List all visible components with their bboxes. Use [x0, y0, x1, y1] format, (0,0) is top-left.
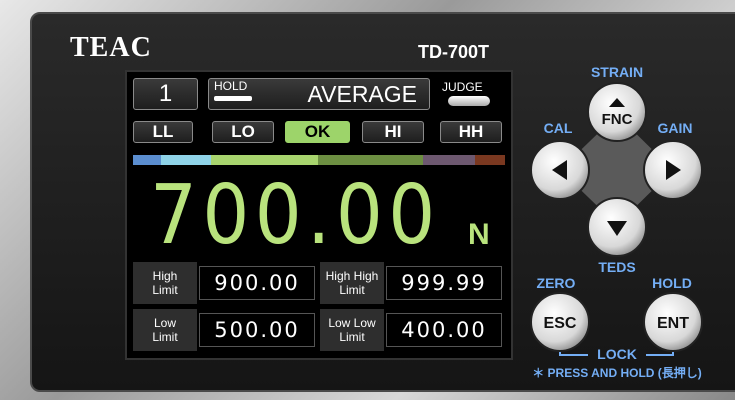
- key-caption: GAIN: [658, 120, 693, 136]
- limit-label-line: Low Low: [328, 316, 376, 330]
- key-caption: CAL: [544, 120, 573, 136]
- mode: AVERAGE: [307, 80, 418, 107]
- hold-bar: [214, 96, 252, 101]
- judgment: HH: [440, 121, 502, 143]
- key-fnc[interactable]: FNC: [587, 82, 647, 142]
- key-label: ESC: [544, 315, 577, 332]
- judgment: LO: [212, 121, 274, 143]
- brand: TEAC: [70, 32, 152, 63]
- bar-segment: [133, 155, 161, 165]
- limit-label-line: Limit: [152, 283, 178, 297]
- mode-box: AVERAGE: [208, 78, 430, 110]
- limit-label-line: Limit: [152, 330, 178, 344]
- key-caption: STRAIN: [591, 64, 643, 80]
- key-caption: ZERO: [537, 275, 576, 291]
- bar-segment: [423, 155, 475, 165]
- limit-label-line: High: [152, 269, 178, 283]
- bar-segment: [161, 155, 211, 165]
- note: ＊ PRESS AND HOLD (長押し): [532, 365, 702, 380]
- limit-label: High High Limit: [320, 262, 384, 304]
- key-label: FNC: [602, 111, 633, 128]
- key-gain[interactable]: [643, 140, 703, 200]
- limit-label: Low Low Limit: [320, 309, 384, 351]
- limit-label-line: High High: [325, 269, 379, 283]
- limit-value: 900.00: [199, 266, 315, 300]
- limit-label: Low Limit: [133, 309, 197, 351]
- limit-label-line: Limit: [339, 330, 365, 344]
- judge-lamp: [448, 96, 490, 106]
- bar-segment: [475, 155, 505, 165]
- lock-line: [646, 352, 674, 356]
- key-teds[interactable]: [587, 197, 647, 257]
- judgment: HI: [362, 121, 424, 143]
- dpad-base: [560, 115, 673, 225]
- model: TD-700T: [418, 42, 490, 62]
- limit-value: 999.99: [386, 266, 502, 300]
- limit-label: High Limit: [133, 262, 197, 304]
- key-label: ENT: [657, 315, 689, 332]
- limit-label-line: Limit: [339, 283, 365, 297]
- lock-line: [559, 352, 588, 356]
- limit-value: 400.00: [386, 313, 502, 347]
- key-caption: TEDS: [598, 259, 635, 275]
- key-esc[interactable]: ESC: [530, 292, 590, 352]
- bar-segment: [318, 155, 423, 165]
- key-ent[interactable]: ENT: [643, 292, 703, 352]
- key-cal[interactable]: [530, 140, 590, 200]
- limit-value: 500.00: [199, 313, 315, 347]
- judgment: OK: [285, 121, 350, 143]
- judgment: LL: [133, 121, 193, 143]
- reading: 700.00: [150, 168, 441, 263]
- channel: 1: [133, 78, 198, 110]
- bar-segment: [211, 155, 318, 165]
- judge: JUDGE: [442, 80, 483, 94]
- key-caption: LOCK: [597, 346, 637, 362]
- key-caption: HOLD: [652, 275, 692, 291]
- limit-label-line: Low: [153, 316, 176, 330]
- hold-indicator: HOLD: [214, 79, 248, 93]
- level-bar: [133, 155, 505, 165]
- unit: N: [468, 218, 490, 251]
